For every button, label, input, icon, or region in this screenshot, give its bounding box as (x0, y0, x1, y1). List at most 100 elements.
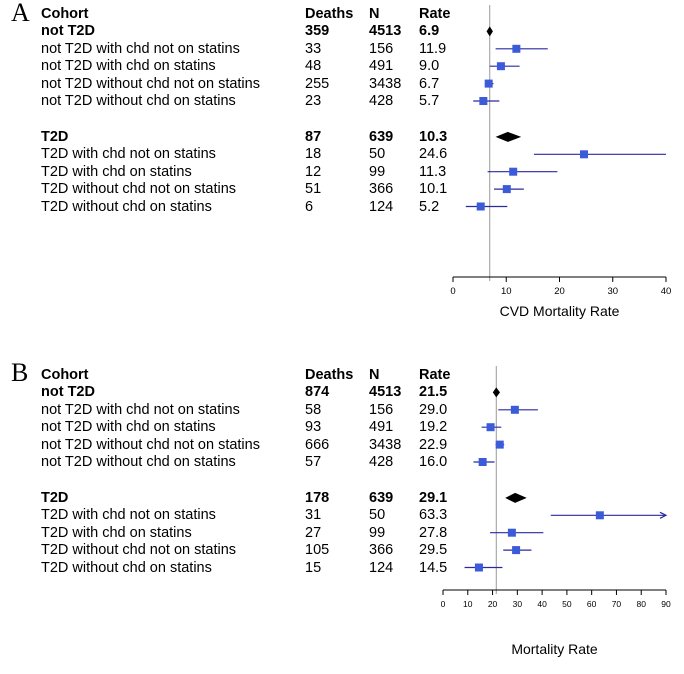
summary-rate: 21.5 (419, 384, 448, 401)
row-deaths: 27 (305, 524, 322, 541)
header-rate: Rate (419, 367, 451, 383)
row-label: not T2D without chd not on statins (41, 436, 260, 453)
summary-n: 4513 (369, 384, 402, 401)
row-n: 491 (369, 58, 394, 75)
row-label: not T2D with chd on statins (41, 419, 216, 436)
row-deaths: 51 (305, 181, 322, 198)
rate-marker (476, 202, 485, 211)
rate-marker (509, 167, 518, 176)
row-n: 156 (369, 401, 394, 418)
row-label: not T2D with chd not on statins (41, 40, 240, 57)
row-n: 99 (369, 163, 386, 180)
row-rate: 14.5 (419, 559, 448, 576)
row-n: 99 (369, 524, 386, 541)
header-deaths: Deaths (305, 367, 354, 383)
header-n: N (369, 6, 380, 22)
summary-label: T2D (41, 128, 69, 145)
x-tick-label: 30 (513, 599, 523, 609)
row-label: T2D without chd on statins (41, 198, 212, 215)
x-tick-label: 60 (587, 599, 597, 609)
summary-rate: 6.9 (419, 23, 440, 40)
rate-marker (579, 150, 588, 159)
x-tick-label: 80 (636, 599, 646, 609)
header-deaths: Deaths (305, 6, 354, 22)
row-n: 428 (369, 93, 394, 109)
row-rate: 9.0 (419, 58, 440, 75)
rate-marker (502, 185, 511, 194)
x-tick-label: 20 (554, 286, 565, 297)
rate-marker (486, 423, 495, 432)
row-deaths: 57 (305, 454, 322, 470)
row-deaths: 48 (305, 58, 322, 75)
rate-marker (512, 44, 521, 53)
row-rate: 63.3 (419, 507, 448, 524)
summary-deaths: 874 (305, 384, 330, 401)
rate-marker (507, 528, 516, 537)
rate-marker (484, 79, 493, 88)
row-deaths: 33 (305, 40, 322, 57)
row-rate: 29.5 (419, 542, 448, 559)
ci-arrow (659, 511, 668, 519)
summary-diamond (492, 387, 500, 398)
row-rate: 22.9 (419, 436, 448, 453)
header-cohort: Cohort (41, 367, 89, 383)
rate-marker (474, 563, 483, 572)
row-label: not T2D with chd on statins (41, 58, 216, 75)
panel-label: B (11, 358, 29, 387)
row-deaths: 58 (305, 401, 322, 418)
summary-n: 639 (369, 128, 394, 145)
x-tick-label: 50 (562, 599, 572, 609)
x-tick-label: 30 (607, 286, 618, 297)
row-deaths: 23 (305, 93, 322, 109)
forest-panel-a: A Cohort Deaths N Rate 0 10 20 30 40 CVD Mortality… (0, 0, 684, 330)
row-deaths: 12 (305, 163, 322, 180)
row-n: 366 (369, 542, 394, 559)
x-tick-label: 10 (463, 599, 473, 609)
forest-plot-svg: 0 10 20 30 40 50 60 70 80 90 Mortality Rate (441, 366, 671, 657)
row-rate: 16.0 (419, 454, 448, 470)
summary-n: 639 (369, 489, 394, 506)
header-cohort: Cohort (41, 6, 89, 22)
summary-diamond (486, 26, 493, 37)
rate-marker (478, 458, 487, 466)
row-label: T2D with chd on statins (41, 524, 192, 541)
x-tick-label: 10 (501, 286, 512, 297)
header-rate: Rate (419, 6, 451, 22)
summary-diamond (495, 131, 522, 142)
summary-rate: 10.3 (419, 128, 448, 145)
row-rate: 19.2 (419, 419, 448, 436)
panel-label: A (11, 0, 30, 27)
rate-marker (495, 440, 504, 449)
row-label: not T2D without chd on statins (41, 454, 236, 470)
row-n: 491 (369, 419, 394, 436)
row-deaths: 666 (305, 436, 330, 453)
rate-marker (595, 511, 604, 520)
row-deaths: 6 (305, 198, 314, 215)
summary-deaths: 359 (305, 23, 330, 40)
row-label: not T2D without chd on statins (41, 93, 236, 109)
rate-marker (512, 546, 521, 555)
row-label: T2D with chd not on statins (41, 146, 216, 163)
rate-marker (510, 405, 519, 414)
row-n: 50 (369, 146, 386, 163)
x-tick-label: 90 (661, 599, 671, 609)
x-axis-label: CVD Mortality Rate (500, 303, 620, 319)
row-label: not T2D without chd not on statins (41, 75, 260, 92)
row-deaths: 93 (305, 419, 322, 436)
rate-marker (479, 97, 488, 105)
row-rate: 5.7 (419, 93, 440, 109)
row-rate: 24.6 (419, 146, 448, 163)
row-deaths: 15 (305, 559, 322, 576)
row-n: 428 (369, 454, 394, 470)
row-deaths: 31 (305, 507, 322, 524)
row-rate: 11.9 (419, 40, 447, 57)
summary-rate: 29.1 (419, 489, 448, 506)
row-n: 124 (369, 559, 394, 576)
x-tick-label: 40 (661, 286, 672, 297)
rate-marker (496, 62, 505, 71)
header-n: N (369, 367, 380, 383)
row-label: T2D without chd not on statins (41, 542, 237, 559)
summary-label: T2D (41, 489, 69, 506)
row-label: T2D without chd on statins (41, 559, 212, 576)
x-tick-label: 70 (612, 599, 622, 609)
